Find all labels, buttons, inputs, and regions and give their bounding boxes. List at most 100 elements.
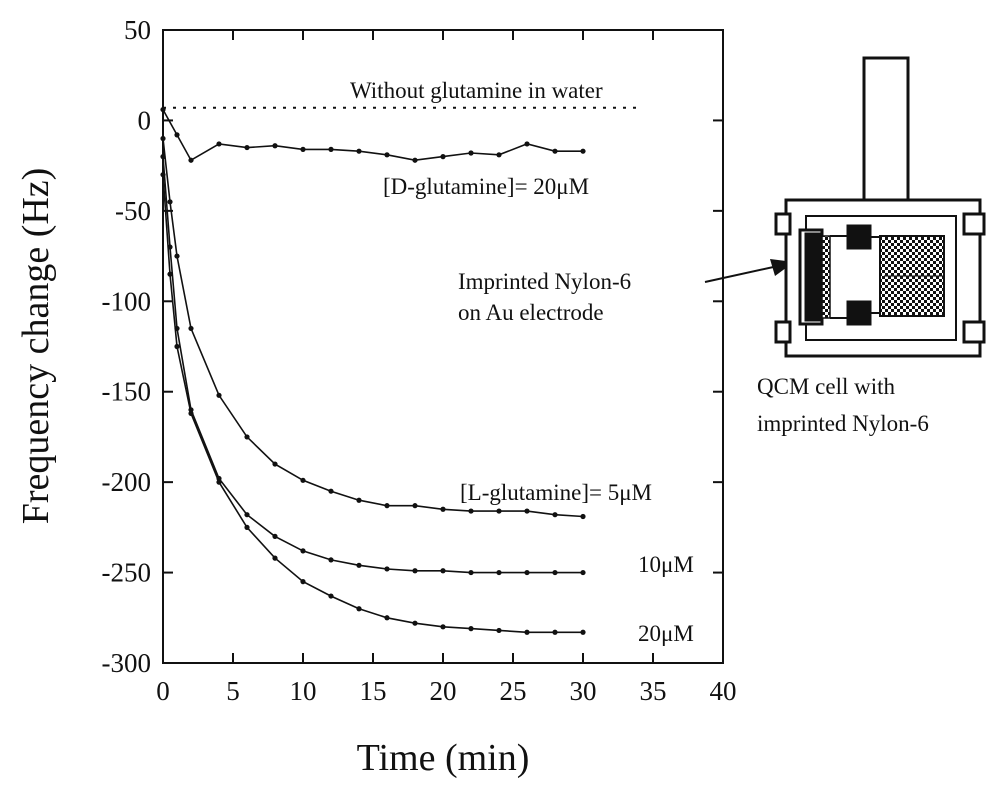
data-point-series-3 — [412, 568, 418, 574]
x-tick-label: 20 — [430, 676, 457, 706]
data-point-series-4 — [468, 626, 474, 632]
data-point-series-4 — [356, 606, 362, 612]
data-point-series-4 — [272, 555, 278, 561]
y-tick-label: -100 — [102, 286, 152, 316]
y-tick-label: 0 — [138, 105, 152, 135]
data-point-series-2 — [216, 392, 222, 398]
data-point-series-3 — [580, 569, 586, 576]
y-tick-label: -300 — [102, 648, 152, 678]
data-point-series-1 — [216, 141, 222, 147]
data-point-series-3 — [300, 548, 306, 554]
data-point-series-2 — [188, 325, 194, 332]
x-tick-label: 10 — [290, 676, 317, 706]
x-axis-title: Time (min) — [357, 737, 530, 779]
data-point-series-3 — [468, 569, 474, 576]
annotation-imprinted-nylon-line1: Imprinted Nylon-6 — [458, 269, 631, 294]
data-point-series-2 — [356, 497, 362, 503]
data-point-series-1 — [272, 143, 278, 149]
data-point-series-3 — [524, 569, 530, 576]
series-label-d-glutamine: [D-glutamine]= 20μM — [383, 174, 589, 199]
data-point-series-2 — [167, 199, 173, 205]
y-axis-title: Frequency change (Hz) — [15, 168, 57, 525]
data-point-series-1 — [328, 146, 334, 152]
annotation-imprinted-nylon-line2: on Au electrode — [458, 300, 604, 325]
series-label-20um: 20μM — [638, 621, 694, 646]
x-tick-label: 40 — [710, 676, 737, 706]
data-point-series-3 — [552, 569, 558, 576]
data-point-series-4 — [160, 172, 166, 178]
data-point-series-1 — [468, 150, 474, 156]
data-point-series-4 — [300, 579, 306, 585]
data-point-series-2 — [552, 512, 558, 518]
data-point-series-4 — [412, 620, 418, 626]
series-line-3 — [162, 156, 583, 574]
data-point-series-1 — [440, 154, 446, 160]
data-point-series-1 — [412, 157, 418, 163]
data-point-series-4 — [580, 629, 586, 635]
y-axis: 50 0 -50 -100 -150 -200 -250 -300 — [102, 15, 723, 678]
y-tick-label: -50 — [115, 196, 151, 226]
data-point-series-3 — [244, 512, 250, 518]
data-point-series-4 — [188, 410, 194, 417]
data-point-series-2 — [440, 506, 446, 512]
data-point-series-1 — [356, 148, 362, 154]
data-point-series-4 — [440, 624, 446, 630]
data-point-series-2 — [496, 508, 502, 514]
data-point-series-4 — [524, 629, 530, 635]
data-point-series-1 — [384, 152, 390, 158]
data-point-series-2 — [272, 461, 278, 467]
y-tick-label: -250 — [102, 558, 152, 588]
data-point-series-1 — [174, 132, 180, 138]
data-point-series-4 — [496, 627, 502, 634]
data-point-series-4 — [328, 593, 334, 599]
data-point-series-1 — [580, 148, 586, 154]
x-tick-label: 30 — [570, 676, 597, 706]
annotation-qcm-line1: QCM cell with — [757, 374, 895, 399]
data-point-series-3 — [160, 154, 166, 160]
data-point-series-1 — [524, 141, 530, 147]
data-point-series-4 — [167, 271, 173, 277]
x-tick-label: 0 — [156, 676, 170, 706]
data-point-series-3 — [496, 569, 502, 576]
data-point-series-2 — [160, 135, 166, 142]
qcm-cell-illustration — [774, 56, 986, 358]
series-line-2 — [162, 138, 584, 518]
data-point-series-4 — [174, 343, 180, 350]
data-point-series-4 — [244, 524, 250, 530]
data-point-series-2 — [244, 434, 250, 440]
series-label-without-glutamine: Without glutamine in water — [350, 78, 603, 103]
data-point-series-3 — [328, 557, 334, 563]
data-point-series-3 — [356, 562, 362, 568]
series-line-1 — [162, 109, 583, 162]
data-point-series-1 — [160, 106, 166, 113]
y-tick-label: 50 — [124, 15, 151, 45]
data-point-series-3 — [440, 568, 446, 574]
data-point-series-2 — [174, 253, 180, 259]
data-point-series-4 — [552, 629, 558, 635]
data-point-series-3 — [272, 533, 278, 540]
y-tick-label: -200 — [102, 467, 152, 497]
data-point-series-1 — [188, 157, 194, 163]
data-point-series-2 — [468, 508, 474, 514]
data-point-series-2 — [300, 477, 306, 483]
x-tick-label: 15 — [360, 676, 387, 706]
data-point-series-2 — [580, 513, 586, 520]
annotation-qcm-line2: imprinted Nylon-6 — [757, 411, 929, 436]
y-tick-label: -150 — [102, 377, 152, 407]
data-point-series-3 — [384, 566, 390, 572]
data-point-series-1 — [300, 146, 306, 152]
series-line-4 — [162, 174, 583, 634]
series-layer — [160, 106, 639, 635]
data-point-series-4 — [384, 615, 390, 621]
series-label-l-glutamine-5um: [L-glutamine]= 5μM — [460, 480, 652, 505]
x-tick-label: 25 — [500, 676, 527, 706]
x-tick-label: 35 — [640, 676, 667, 706]
data-point-series-2 — [384, 503, 390, 509]
annotation-arrow — [704, 259, 794, 283]
x-tick-label: 5 — [226, 676, 240, 706]
data-point-series-2 — [412, 503, 418, 509]
data-point-series-4 — [216, 479, 222, 485]
data-point-series-1 — [496, 152, 502, 158]
data-point-series-1 — [244, 144, 250, 151]
